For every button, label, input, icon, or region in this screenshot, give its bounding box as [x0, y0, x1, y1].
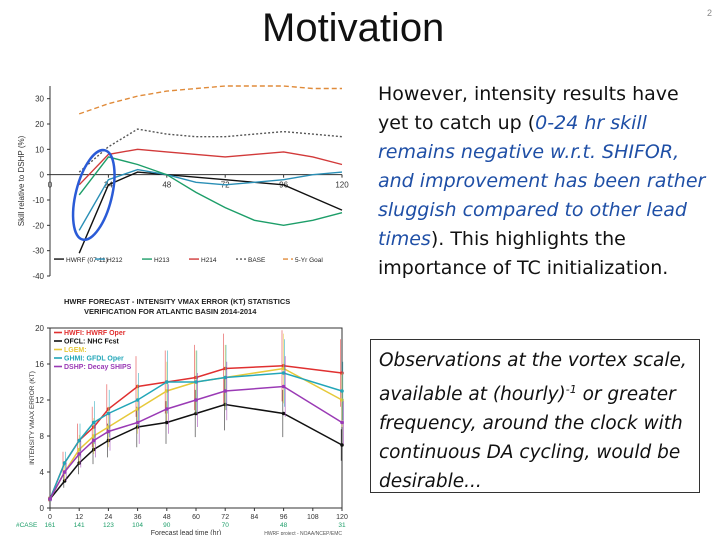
- x-tick-label: 60: [192, 514, 200, 521]
- x-tick-label: 72: [221, 514, 229, 521]
- data-point: [281, 371, 286, 375]
- y-tick-label: 30: [35, 95, 44, 104]
- x-tick-label: 0: [48, 181, 53, 190]
- case-count: 48: [280, 522, 288, 529]
- chart-title: HWRF FORECAST - INTENSITY VMAX ERROR (KT…: [64, 297, 290, 306]
- slide-number: 2: [706, 8, 712, 18]
- callout-text-2: or greater frequency, around the clock w…: [379, 384, 683, 493]
- data-point: [165, 407, 169, 411]
- y-tick-label: 12: [35, 396, 44, 405]
- x-tick-label: 96: [280, 514, 288, 521]
- legend-label: DSHP: Decay SHIPS: [64, 364, 132, 371]
- legend-label: BASE: [248, 257, 266, 264]
- y-axis-label: INTENSITY VMAX ERROR (KT): [29, 371, 36, 465]
- data-point: [62, 470, 67, 474]
- x-tick-label: 24: [105, 514, 113, 521]
- x-tick-label: 84: [251, 514, 259, 521]
- legend-label: 5-Yr Goal: [295, 257, 323, 264]
- callout-superscript: -1: [565, 383, 577, 396]
- x-tick-label: 108: [307, 514, 319, 521]
- case-label: #CASE: [16, 522, 38, 529]
- highlight-ellipse: [71, 148, 116, 242]
- data-point: [340, 420, 344, 425]
- callout-text-1: Observations at the vortex scale, availa…: [379, 350, 687, 406]
- y-tick-label: 20: [35, 324, 44, 333]
- data-point: [194, 398, 198, 402]
- legend-label: H213: [154, 257, 170, 264]
- data-point: [48, 497, 52, 501]
- series-line: [78, 171, 343, 254]
- chart-subtitle: VERIFICATION FOR ATLANTIC BASIN 2014-201…: [84, 307, 257, 316]
- case-count: 90: [163, 522, 171, 529]
- data-point: [340, 389, 344, 393]
- callout-box: Observations at the vortex scale, availa…: [370, 339, 700, 493]
- vmax-error-chart: HWRF FORECAST - INTENSITY VMAX ERROR (KT…: [16, 297, 348, 535]
- series-line: [78, 156, 343, 227]
- series-line: [78, 128, 343, 173]
- body-paragraph: However, intensity results have yet to c…: [378, 80, 710, 283]
- data-point: [62, 461, 67, 465]
- data-point: [340, 443, 344, 447]
- legend-label: HWRF (07-11): [66, 257, 108, 264]
- case-count: 31: [338, 522, 346, 529]
- data-point: [92, 438, 96, 443]
- data-point: [135, 398, 140, 402]
- chart-footer: HWRF project - NOAA/NCEP/EMC: [264, 531, 342, 535]
- x-tick-label: 48: [163, 514, 171, 521]
- y-tick-label: 20: [35, 120, 44, 129]
- y-tick-label: -30: [32, 247, 44, 256]
- slide-title: Motivation: [262, 6, 445, 50]
- case-count: 123: [103, 522, 114, 529]
- legend-label: LGEM:: [64, 347, 87, 354]
- x-tick-label: 120: [335, 181, 349, 190]
- x-tick-label: 36: [134, 514, 142, 521]
- body-highlight: 0-24 hr skill remains negative w.r.t. SH…: [378, 112, 706, 250]
- case-count: 104: [132, 522, 143, 529]
- y-tick-label: 0: [40, 171, 45, 180]
- y-tick-label: -40: [32, 272, 44, 280]
- data-point: [106, 429, 111, 434]
- x-tick-label: 12: [75, 514, 83, 521]
- legend-label: HWFI: HWRF Oper: [64, 330, 126, 337]
- data-point: [77, 452, 81, 456]
- y-tick-label: 0: [40, 504, 45, 513]
- data-point: [223, 375, 227, 380]
- case-count: 70: [222, 522, 230, 529]
- x-axis-label: Forecast lead time (hr): [151, 530, 221, 535]
- x-tick-label: 120: [336, 514, 348, 521]
- legend-label: H214: [201, 257, 217, 264]
- case-count: 161: [45, 522, 56, 529]
- case-count: 141: [74, 522, 85, 529]
- data-point: [281, 411, 286, 416]
- series-line: [78, 85, 342, 115]
- y-tick-label: -10: [32, 196, 44, 205]
- y-tick-label: -20: [32, 221, 44, 230]
- legend-label: OFCL: NHC Fcst: [64, 339, 120, 346]
- data-point: [194, 380, 198, 384]
- legend-label: GHMI: GFDL Oper: [64, 356, 124, 363]
- data-point: [165, 380, 169, 384]
- body-text-1: However, intensity results have yet to c…: [378, 83, 679, 134]
- body-text-2: ). This highlights the importance of TC …: [378, 228, 669, 279]
- y-tick-label: 16: [35, 360, 44, 369]
- data-point: [281, 384, 286, 389]
- series-line: [78, 168, 343, 231]
- legend-label: H212: [107, 257, 123, 264]
- series-line: [78, 148, 343, 186]
- data-point: [165, 420, 169, 425]
- data-point: [135, 420, 140, 425]
- y-tick-label: 8: [40, 432, 45, 441]
- x-tick-label: 48: [162, 181, 171, 190]
- y-axis-label: Skill relative to DSHP (%): [17, 135, 26, 226]
- data-point: [92, 420, 96, 425]
- x-tick-label: 0: [48, 514, 52, 521]
- data-point: [106, 411, 111, 416]
- y-tick-label: 4: [40, 468, 45, 477]
- y-tick-label: 10: [35, 145, 44, 154]
- data-point: [77, 438, 81, 443]
- data-point: [223, 389, 227, 393]
